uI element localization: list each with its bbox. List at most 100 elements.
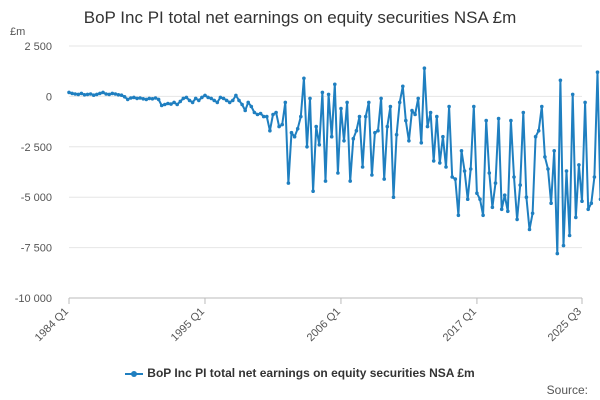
data-point [456, 213, 461, 218]
data-point [280, 122, 285, 127]
data-point [110, 91, 115, 96]
data-point [484, 118, 489, 123]
legend[interactable]: BoP Inc PI total net earnings on equity … [0, 366, 600, 380]
data-point [441, 134, 445, 139]
data-point [212, 98, 216, 103]
data-point [385, 124, 390, 129]
data-point [132, 95, 136, 100]
data-point [379, 96, 383, 101]
data-point [518, 183, 522, 187]
data-point [367, 100, 371, 105]
y-tick-label: -5 000 [21, 192, 52, 204]
data-point [558, 78, 563, 83]
data-point [407, 139, 411, 143]
y-tick-label: 0 [46, 91, 52, 103]
data-point [231, 98, 235, 103]
data-point [125, 97, 130, 102]
data-point [580, 199, 584, 203]
x-axis: 1984 Q1 1995 Q1 2006 Q1 2017 Q1 2025 Q3 [33, 298, 584, 344]
data-point [431, 159, 436, 163]
data-point [416, 96, 421, 101]
data-point [574, 215, 578, 220]
data-point [193, 96, 198, 101]
data-point [308, 96, 312, 101]
data-point [382, 177, 387, 181]
x-tick-label: 2017 Q1 [441, 306, 479, 344]
data-point [394, 132, 399, 137]
data-point [190, 100, 195, 105]
data-point [82, 93, 87, 97]
data-point [586, 207, 590, 212]
data-point [203, 93, 207, 98]
data-point [481, 213, 485, 218]
data-point [135, 96, 139, 101]
data-point [487, 171, 492, 175]
x-tick-label: 1984 Q1 [33, 306, 71, 344]
data-point [357, 114, 362, 119]
data-point [73, 92, 77, 96]
data-point [283, 100, 288, 105]
data-point [95, 92, 99, 97]
data-point [181, 96, 186, 101]
data-point [336, 171, 340, 175]
data-point [261, 114, 266, 119]
x-tick-label: 2025 Q3 [546, 306, 584, 344]
data-point [153, 96, 158, 100]
data-point [373, 130, 377, 135]
data-point [555, 251, 560, 256]
data-point [363, 114, 368, 119]
data-point [536, 128, 541, 133]
data-point [234, 93, 238, 98]
data-point [428, 110, 433, 115]
data-point [493, 181, 498, 185]
data-point [397, 100, 402, 105]
data-point [462, 169, 467, 173]
data-point [246, 100, 250, 105]
data-point [88, 92, 93, 96]
data-point [444, 165, 448, 169]
data-point [342, 139, 346, 143]
data-point [113, 92, 118, 96]
data-point [221, 96, 226, 101]
data-point [543, 155, 547, 159]
data-point [224, 98, 229, 103]
data-point [163, 102, 167, 107]
data-point [447, 104, 451, 109]
data-point [289, 130, 294, 135]
data-point [521, 110, 526, 115]
data-point [70, 91, 74, 96]
data-point [419, 141, 424, 145]
data-point [209, 96, 213, 101]
data-point [570, 92, 575, 97]
data-point [252, 110, 257, 115]
data-point [150, 97, 155, 101]
data-point [175, 102, 179, 107]
data-point [138, 96, 142, 100]
y-tick-label: 2 500 [24, 41, 52, 53]
data-point [348, 179, 353, 183]
data-point [323, 179, 328, 183]
data-point [187, 98, 192, 103]
series-layer [67, 66, 600, 256]
data-point [410, 108, 414, 113]
data-point [404, 118, 408, 123]
data-point [169, 102, 173, 106]
data-point [249, 104, 254, 109]
data-point [329, 134, 334, 139]
data-point [490, 205, 495, 210]
data-point [438, 161, 442, 165]
data-point [533, 134, 538, 139]
data-point [243, 108, 247, 113]
data-point [295, 126, 300, 131]
data-point [184, 95, 189, 100]
x-tick-label: 1995 Q1 [169, 306, 207, 344]
data-point [465, 197, 470, 201]
data-point [159, 103, 164, 108]
data-point [218, 95, 223, 100]
data-point [166, 101, 170, 106]
data-point [577, 163, 581, 167]
data-point [268, 128, 272, 133]
data-point [320, 90, 325, 95]
data-point [589, 201, 594, 205]
y-tick-label: -2 500 [21, 142, 52, 154]
